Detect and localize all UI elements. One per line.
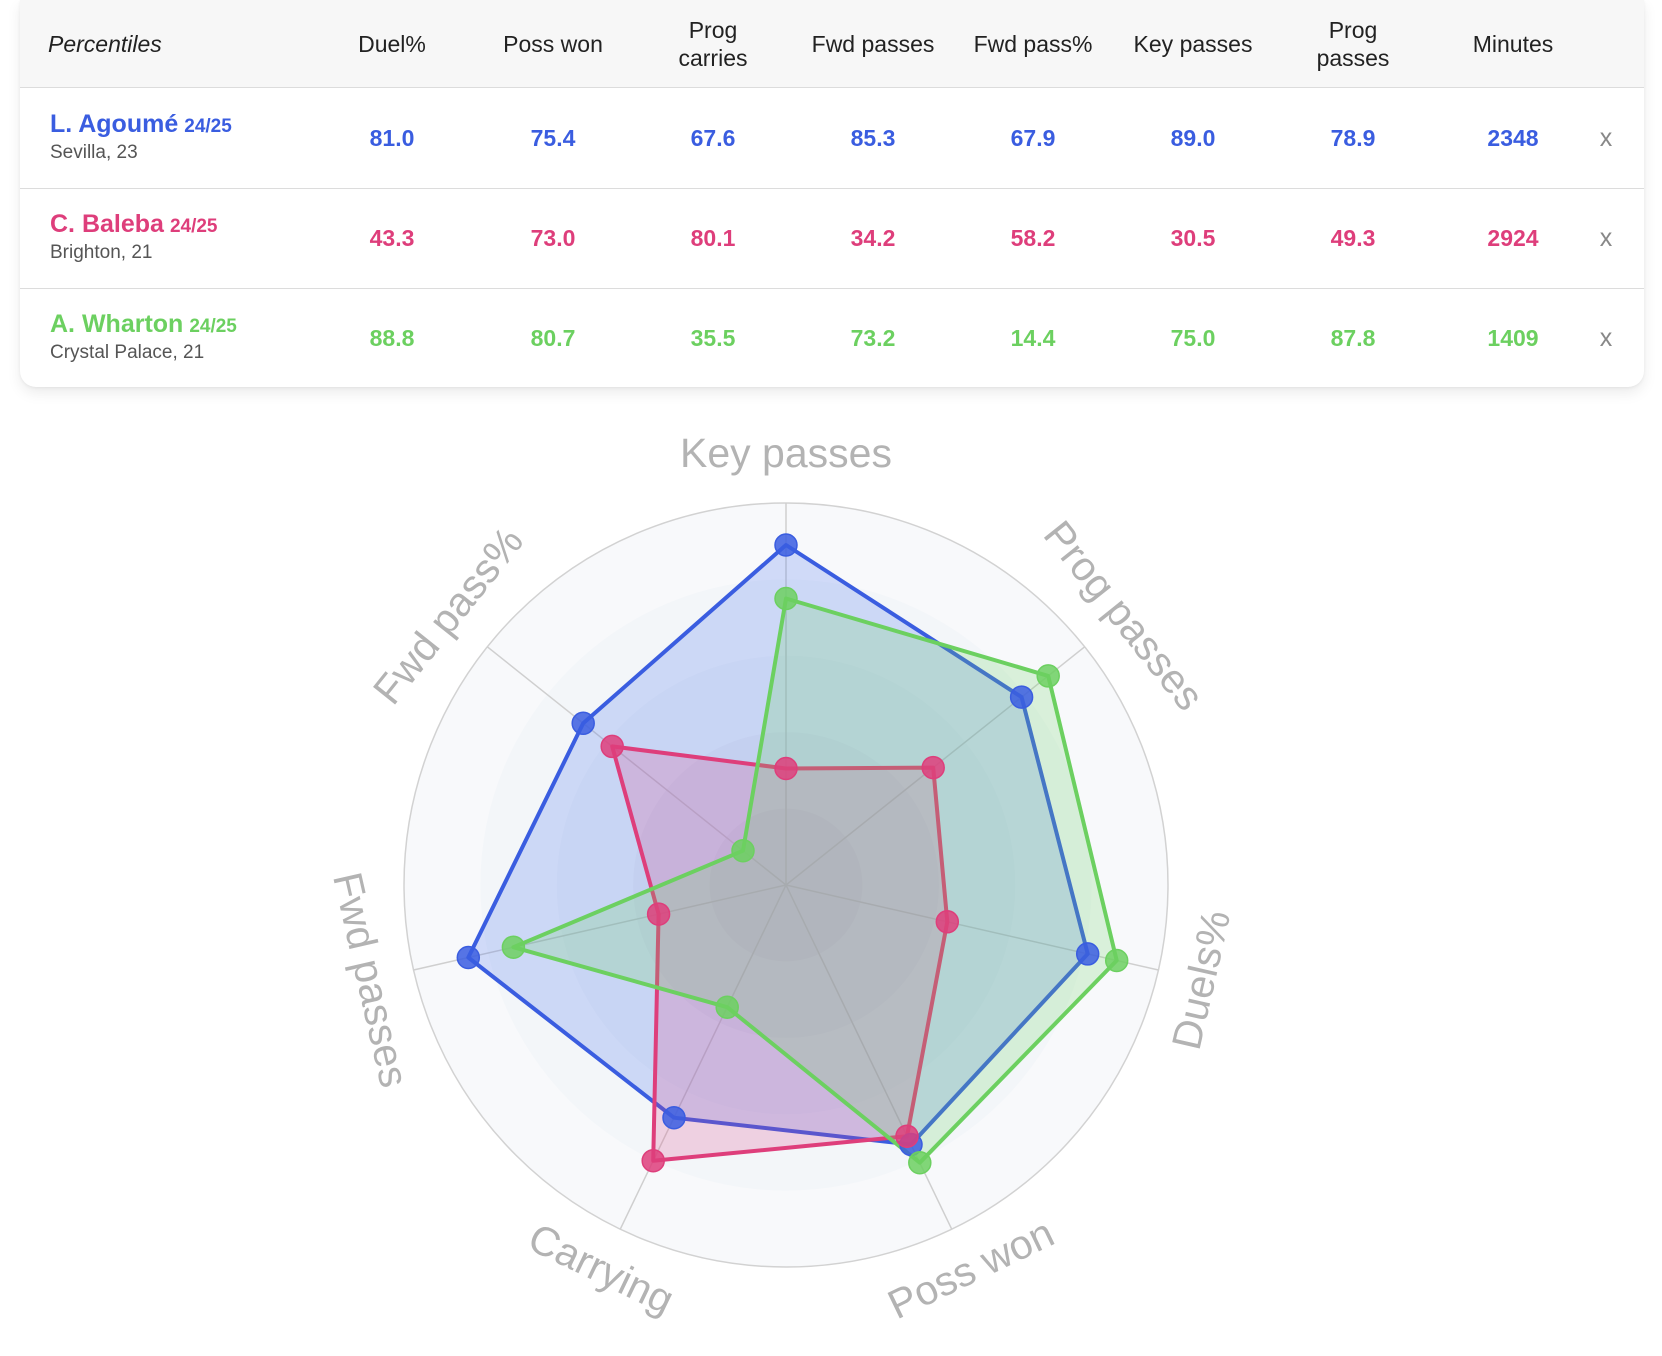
radar-point bbox=[456, 945, 481, 970]
header-key-passes[interactable]: Key passes bbox=[1133, 30, 1253, 57]
table-header: Percentiles Duel% Poss won Prog carries … bbox=[20, 0, 1644, 88]
radar-point bbox=[571, 711, 595, 736]
header-prog-carries-label: Prog carries bbox=[678, 16, 748, 71]
table-cell: 58.2 bbox=[1010, 224, 1056, 251]
table-cell: 2348 bbox=[1487, 124, 1539, 151]
table-cell: 75.4 bbox=[530, 124, 576, 151]
radar-point bbox=[1009, 685, 1034, 709]
table-cell: 2924 bbox=[1487, 224, 1539, 251]
radar-axis-label: Prog passes bbox=[1035, 512, 1213, 719]
header-duel-pct[interactable]: Duel% bbox=[358, 30, 426, 57]
header-fwd-passes[interactable]: Fwd passes bbox=[811, 30, 935, 57]
radar-axis-label: Fwd pass% bbox=[364, 518, 532, 712]
radar-point bbox=[774, 533, 798, 557]
header-minutes[interactable]: Minutes bbox=[1472, 30, 1554, 57]
radar-axis-label: Carrying bbox=[521, 1214, 681, 1323]
table-cell: 88.8 bbox=[369, 324, 415, 351]
header-prog-passes[interactable]: Prog passes bbox=[1273, 0, 1433, 87]
table-cell: 49.3 bbox=[1330, 224, 1376, 251]
table-row: C. Baleba 24/25 Brighton, 21 43.3 73.0 80.1 34… bbox=[20, 188, 1644, 289]
radar-point bbox=[501, 935, 526, 959]
radar-series-area bbox=[511, 596, 1119, 1165]
radar-spoke bbox=[619, 884, 787, 1230]
radar-point bbox=[935, 910, 960, 934]
remove-player-button[interactable]: x bbox=[1599, 123, 1613, 152]
radar-point bbox=[1104, 948, 1129, 973]
player-name[interactable]: A. Wharton 24/25 bbox=[50, 310, 237, 339]
table-cell: 1409 bbox=[1487, 324, 1539, 351]
radar-axis-label: Key passes bbox=[680, 430, 892, 476]
table-cell: 85.3 bbox=[850, 124, 896, 151]
player-season: 24/25 bbox=[189, 316, 237, 337]
player-season: 24/25 bbox=[184, 116, 232, 137]
header-percentiles: Percentiles bbox=[48, 30, 162, 57]
radar-ring bbox=[709, 808, 863, 962]
player-club: Brighton, 21 bbox=[50, 242, 153, 263]
table-cell: 35.5 bbox=[690, 324, 736, 351]
table-cell: 43.3 bbox=[369, 224, 415, 251]
table-cell: 89.0 bbox=[1170, 124, 1216, 151]
table-cell: 87.8 bbox=[1330, 324, 1376, 351]
radar-axis-label: Duels% bbox=[1163, 906, 1239, 1054]
table-cell: 80.7 bbox=[530, 324, 576, 351]
player-name-text: C. Baleba bbox=[50, 210, 164, 238]
radar-ring bbox=[403, 502, 1169, 1268]
radar-ring bbox=[556, 655, 1016, 1115]
radar-point bbox=[774, 756, 798, 781]
radar-spoke bbox=[785, 884, 1159, 971]
player-season: 24/25 bbox=[169, 216, 218, 237]
table-cell: 81.0 bbox=[369, 124, 415, 151]
player-name[interactable]: L. Agoumé 24/25 bbox=[50, 110, 232, 139]
table-row: L. Agoumé 24/25 Sevilla, 23 81.0 75.4 67.6 85.… bbox=[20, 88, 1644, 189]
radar-point bbox=[1036, 664, 1060, 688]
radar-axis-label: Poss won bbox=[881, 1209, 1061, 1328]
radar-point bbox=[641, 1148, 665, 1173]
player-name-text: A. Wharton bbox=[50, 310, 184, 338]
table-cell: 75.0 bbox=[1170, 324, 1216, 351]
table-cell: 73.0 bbox=[530, 224, 576, 251]
radar-spoke bbox=[785, 884, 953, 1230]
percentiles-table: Percentiles Duel% Poss won Prog carries … bbox=[20, 0, 1644, 387]
player-club: Sevilla, 23 bbox=[50, 142, 138, 163]
table-cell: 67.6 bbox=[690, 124, 736, 151]
radar-point bbox=[646, 902, 671, 926]
radar-series-area bbox=[466, 543, 1090, 1147]
header-poss-won[interactable]: Poss won bbox=[503, 30, 603, 57]
table-row: A. Wharton 24/25 Crystal Palace, 21 88.8 80.… bbox=[20, 288, 1644, 388]
remove-player-button[interactable]: x bbox=[1599, 323, 1613, 352]
table-cell: 30.5 bbox=[1170, 224, 1216, 251]
header-prog-passes-label: Prog passes bbox=[1316, 16, 1390, 71]
radar-series-area bbox=[610, 744, 950, 1163]
radar-point bbox=[662, 1105, 686, 1130]
radar-point bbox=[731, 838, 755, 863]
header-fwd-pass-pct[interactable]: Fwd pass% bbox=[973, 30, 1093, 57]
header-prog-carries[interactable]: Prog carries bbox=[633, 0, 793, 87]
radar-point bbox=[921, 755, 945, 780]
radar-point bbox=[774, 586, 798, 611]
table-cell: 67.9 bbox=[1010, 124, 1056, 151]
table-cell: 14.4 bbox=[1010, 324, 1056, 351]
radar-axis-label: Fwd passes bbox=[324, 868, 418, 1092]
table-cell: 34.2 bbox=[850, 224, 896, 251]
remove-player-button[interactable]: x bbox=[1599, 223, 1613, 252]
player-name[interactable]: C. Baleba 24/25 bbox=[50, 210, 217, 239]
radar-ring bbox=[480, 579, 1092, 1191]
player-name-text: L. Agoumé bbox=[50, 110, 179, 138]
table-cell: 80.1 bbox=[690, 224, 736, 251]
radar-point bbox=[1075, 942, 1100, 966]
radar-point bbox=[895, 1124, 919, 1148]
radar-point bbox=[715, 995, 739, 1019]
radar-point bbox=[600, 734, 624, 759]
table-cell: 73.2 bbox=[850, 324, 896, 351]
player-club: Crystal Palace, 21 bbox=[50, 342, 205, 363]
radar-point bbox=[908, 1150, 932, 1175]
table-cell: 78.9 bbox=[1330, 124, 1376, 151]
